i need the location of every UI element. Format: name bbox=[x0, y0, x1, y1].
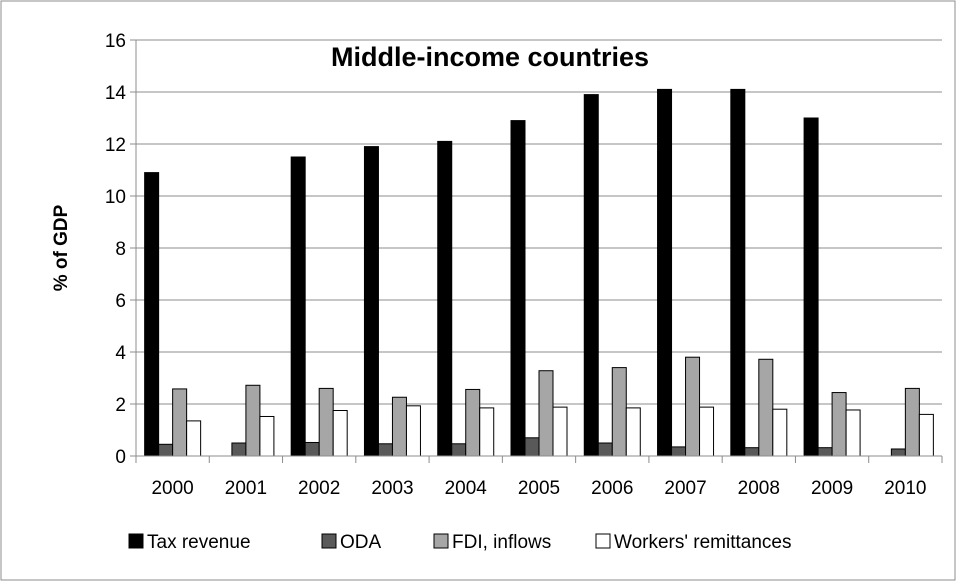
bar-fdi-inflows-2001 bbox=[245, 384, 261, 457]
legend-swatch bbox=[595, 533, 611, 549]
bar-oda-2005 bbox=[524, 437, 540, 457]
chart-title: Middle-income countries bbox=[331, 42, 649, 72]
bar-fdi-inflows-2000 bbox=[172, 388, 188, 457]
legend-swatch bbox=[433, 533, 449, 549]
bar-tax-revenue-2008 bbox=[730, 88, 746, 457]
y-tick-label: 6 bbox=[115, 291, 126, 312]
bar-oda-2004 bbox=[451, 443, 467, 457]
bar-oda-2010 bbox=[890, 448, 906, 457]
bar-workers-remittances-2000 bbox=[186, 420, 202, 457]
x-tick-label: 2006 bbox=[591, 478, 633, 499]
bar-tax-revenue-2009 bbox=[803, 117, 819, 457]
bar-workers-remittances-2008 bbox=[772, 408, 788, 457]
bar-workers-remittances-2007 bbox=[699, 406, 715, 457]
bar-tax-revenue-2000 bbox=[144, 172, 160, 457]
bar-workers-remittances-2001 bbox=[259, 415, 275, 457]
x-tick-label: 2010 bbox=[884, 478, 926, 499]
x-tick-label: 2008 bbox=[738, 478, 780, 499]
bar-workers-remittances-2010 bbox=[918, 413, 934, 457]
bar-workers-remittances-2002 bbox=[332, 410, 348, 457]
x-tick-label: 2001 bbox=[225, 478, 267, 499]
bar-fdi-inflows-2005 bbox=[538, 370, 554, 457]
legend-swatch bbox=[321, 533, 337, 549]
bar-workers-remittances-2005 bbox=[552, 406, 568, 457]
y-tick-label: 10 bbox=[105, 187, 126, 208]
bar-oda-2000 bbox=[158, 443, 174, 457]
bar-tax-revenue-2006 bbox=[583, 94, 599, 457]
bar-fdi-inflows-2010 bbox=[904, 387, 920, 457]
y-tick-label: 14 bbox=[105, 83, 127, 104]
bars bbox=[144, 88, 934, 457]
legend-label: Workers' remittances bbox=[614, 532, 792, 553]
bar-workers-remittances-2006 bbox=[625, 407, 641, 457]
axes: 0 2 4 6 8 10 12 14 16 2000 2001 2002 2003 2004 2005 200… bbox=[105, 31, 943, 499]
bar-fdi-inflows-2003 bbox=[391, 396, 407, 457]
bar-workers-remittances-2003 bbox=[405, 405, 421, 457]
y-tick-label: 12 bbox=[105, 135, 126, 156]
bar-tax-revenue-2003 bbox=[363, 146, 379, 457]
bar-tax-revenue-2002 bbox=[290, 156, 306, 457]
bar-workers-remittances-2004 bbox=[479, 407, 495, 457]
bar-fdi-inflows-2008 bbox=[758, 358, 774, 457]
bar-workers-remittances-2009 bbox=[845, 409, 861, 457]
legend-label: FDI, inflows bbox=[452, 532, 551, 553]
bar-tax-revenue-2004 bbox=[437, 140, 453, 457]
legend-swatch bbox=[128, 533, 144, 549]
bar-fdi-inflows-2009 bbox=[831, 392, 847, 457]
x-tick-label: 2003 bbox=[371, 478, 413, 499]
bar-tax-revenue-2007 bbox=[657, 88, 673, 457]
x-tick-label: 2005 bbox=[518, 478, 560, 499]
bar-oda-2002 bbox=[304, 441, 320, 457]
legend: Tax revenue ODA FDI, inflows Workers' remit… bbox=[128, 532, 792, 553]
x-tick-label: 2004 bbox=[445, 478, 488, 499]
bar-fdi-inflows-2004 bbox=[465, 388, 481, 457]
x-tick-label: 2002 bbox=[298, 478, 340, 499]
legend-label: Tax revenue bbox=[147, 532, 251, 553]
bar-oda-2006 bbox=[597, 442, 613, 457]
bar-tax-revenue-2005 bbox=[510, 120, 526, 457]
bar-oda-2008 bbox=[744, 447, 760, 457]
bar-oda-2001 bbox=[231, 442, 247, 457]
x-tick-label: 2007 bbox=[664, 478, 706, 499]
y-tick-label: 0 bbox=[115, 447, 126, 468]
bar-fdi-inflows-2006 bbox=[611, 367, 627, 457]
bar-fdi-inflows-2002 bbox=[318, 387, 334, 457]
y-axis-label: % of GDP bbox=[51, 204, 72, 291]
y-tick-label: 8 bbox=[115, 239, 126, 260]
y-tick-label: 4 bbox=[115, 343, 126, 364]
bar-fdi-inflows-2007 bbox=[685, 356, 701, 457]
bar-oda-2009 bbox=[817, 447, 833, 457]
legend-label: ODA bbox=[340, 532, 382, 553]
y-tick-label: 16 bbox=[105, 31, 126, 52]
bar-oda-2007 bbox=[671, 446, 687, 457]
x-tick-label: 2009 bbox=[811, 478, 853, 499]
bar-oda-2003 bbox=[377, 443, 393, 457]
x-tick-label: 2000 bbox=[151, 478, 193, 499]
y-tick-label: 2 bbox=[115, 395, 126, 416]
